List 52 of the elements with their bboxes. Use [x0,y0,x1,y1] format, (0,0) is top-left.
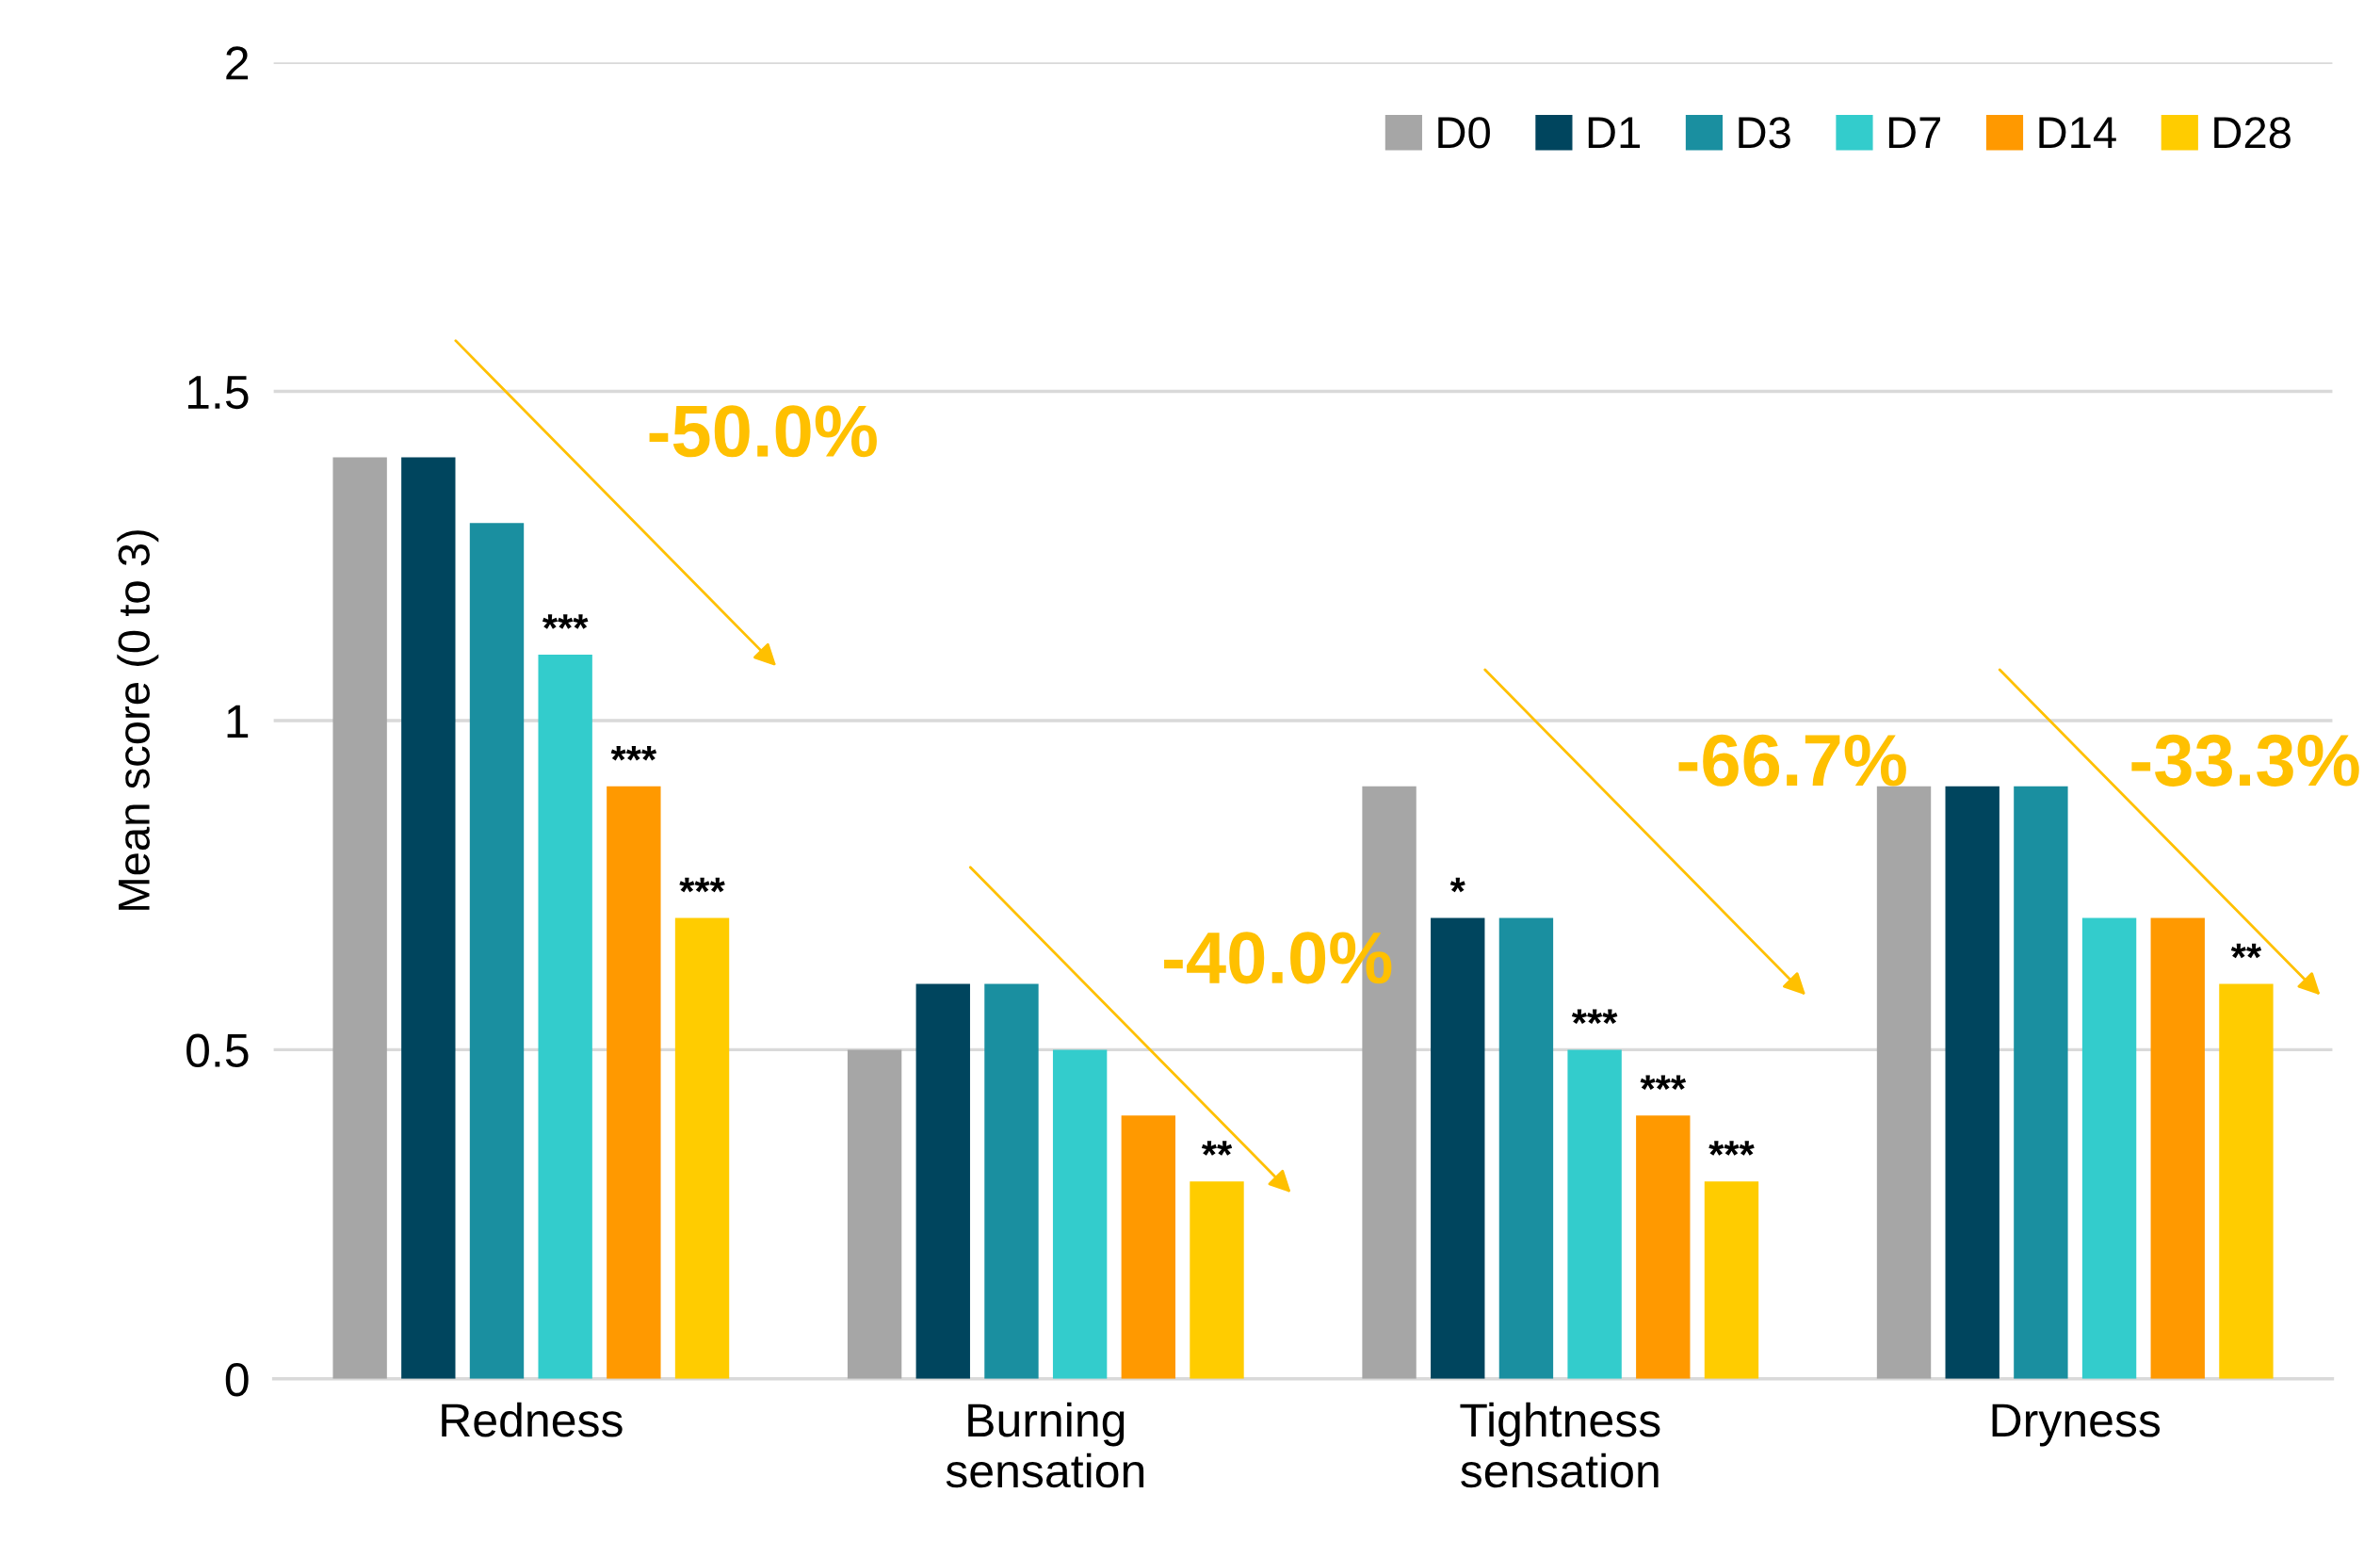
data-label: *** [610,745,657,761]
data-label: *** [1571,1009,1618,1025]
legend-label: D0 [1438,117,1490,149]
bar [674,917,730,1379]
y-axis-title: Mean score (0 to 3) [117,530,159,910]
data-label: ** [2230,943,2262,959]
bar [2014,786,2068,1379]
bar [1431,917,1485,1379]
bar [401,457,456,1379]
bar [332,457,387,1379]
bar [915,983,970,1379]
annotation: -50.0% [649,405,877,458]
y-tick-label: 0 [225,1362,249,1397]
bar [1704,1181,1759,1379]
bar [984,983,1039,1379]
annotation: -66.7% [1678,734,1906,787]
x-tick-label: Burning sensation [946,1402,1144,1488]
bar [538,655,592,1379]
x-tick-label: Tightness sensation [1460,1402,1660,1488]
bar [1636,1115,1691,1379]
bar [2219,983,2274,1379]
legend-label: D14 [2039,117,2116,149]
y-tick-label: 1 [227,705,249,738]
legend-label: D3 [1739,117,1790,149]
bar [607,786,661,1379]
bar [1945,786,2000,1379]
y-tick-label: 1.5 [187,376,249,410]
bar [1052,1049,1108,1379]
x-tick-label: Redness [442,1402,623,1437]
data-label: *** [1640,1075,1687,1090]
bar [2081,917,2137,1379]
bar [469,523,525,1379]
data-label: *** [542,614,589,629]
legend-label: D7 [1888,117,1941,149]
bar [1567,1049,1622,1379]
y-tick-label: 0.5 [186,1033,249,1067]
bar [1876,786,1932,1379]
y-tick-label: 2 [226,46,249,80]
bar [1121,1115,1176,1379]
legend-label: D28 [2214,117,2291,149]
annotation: -40.0% [1164,932,1392,984]
bar [2150,917,2205,1379]
bar [1190,1181,1244,1379]
legend-label: D1 [1588,117,1641,149]
bar [1498,917,1554,1379]
x-tick-label: Dryness [1992,1404,2161,1447]
data-label: ** [1201,1141,1233,1156]
data-label: *** [679,877,725,893]
annotation: -33.3% [2131,734,2359,787]
data-label: * [1449,877,1465,893]
bar [847,1049,902,1379]
data-label: *** [1708,1141,1755,1156]
